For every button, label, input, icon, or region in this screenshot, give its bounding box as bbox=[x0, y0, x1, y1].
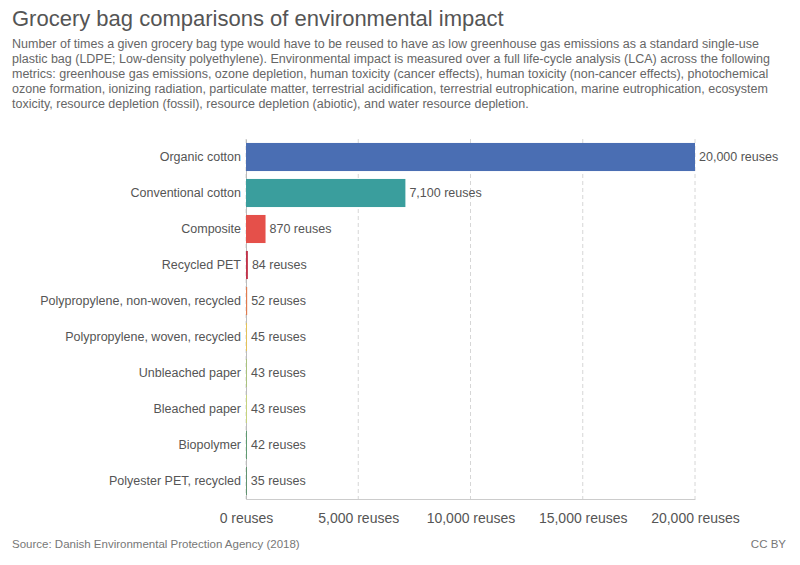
y-axis: Organic cotton Conventional cotton Composi… bbox=[40, 140, 246, 500]
category-label: Biopolymer bbox=[178, 438, 241, 452]
category-label: Organic cotton bbox=[160, 150, 241, 164]
x-tick-label: 0 reuses bbox=[220, 510, 274, 526]
data-label: 20,000 reuses bbox=[699, 150, 778, 164]
bars bbox=[246, 143, 695, 495]
data-label: 43 reuses bbox=[251, 402, 306, 416]
y-tick: Bleached paper bbox=[153, 402, 241, 416]
category-label: Polypropylene, non-woven, recycled bbox=[40, 294, 241, 308]
x-tick-label: 15,000 reuses bbox=[539, 510, 628, 526]
bar bbox=[246, 467, 247, 495]
chart-source: Source: Danish Environmental Protection … bbox=[12, 538, 300, 550]
grid-line bbox=[695, 139, 696, 499]
data-label: 870 reuses bbox=[270, 222, 332, 236]
y-tick: Conventional cotton bbox=[131, 186, 242, 200]
y-tick: Polypropylene, non-woven, recycled bbox=[40, 294, 241, 308]
category-label: Conventional cotton bbox=[131, 186, 242, 200]
bar bbox=[246, 395, 247, 423]
category-label: Composite bbox=[181, 222, 241, 236]
chart-subtitle: Number of times a given grocery bag type… bbox=[12, 37, 772, 112]
bar bbox=[246, 143, 695, 171]
x-tick-label: 20,000 reuses bbox=[651, 510, 740, 526]
y-tick: Polypropylene, woven, recycled bbox=[65, 330, 241, 344]
bar bbox=[246, 323, 247, 351]
x-tick: 10,000 reuses bbox=[427, 499, 516, 526]
grid bbox=[246, 139, 695, 499]
y-tick: Unbleached paper bbox=[139, 366, 241, 380]
x-axis-line bbox=[247, 499, 696, 500]
grid-line bbox=[582, 139, 583, 499]
bar bbox=[246, 359, 247, 387]
category-label: Bleached paper bbox=[153, 402, 241, 416]
data-label: 7,100 reuses bbox=[409, 186, 481, 200]
chart-title: Grocery bag comparisons of environmental… bbox=[12, 6, 504, 32]
y-tick: Composite bbox=[181, 222, 241, 236]
data-label: 84 reuses bbox=[252, 258, 307, 272]
data-label: 52 reuses bbox=[251, 294, 306, 308]
bar bbox=[246, 215, 266, 243]
x-axis: 0 reuses 5,000 reuses 10,000 reuses 15,000 … bbox=[220, 499, 740, 526]
x-tick: 15,000 reuses bbox=[539, 499, 628, 526]
y-tick: Recycled PET bbox=[162, 258, 242, 272]
bar bbox=[246, 179, 405, 207]
x-tick-label: 5,000 reuses bbox=[318, 510, 399, 526]
data-label: 45 reuses bbox=[251, 330, 306, 344]
y-tick: Biopolymer bbox=[178, 438, 241, 452]
bar bbox=[246, 287, 247, 315]
category-label: Unbleached paper bbox=[139, 366, 241, 380]
category-label: Recycled PET bbox=[162, 258, 242, 272]
y-tick: Polyester PET, recycled bbox=[109, 474, 241, 488]
x-tick: 20,000 reuses bbox=[651, 499, 740, 526]
bar bbox=[246, 251, 248, 279]
x-tick-label: 10,000 reuses bbox=[427, 510, 516, 526]
chart-svg: 0 reuses 5,000 reuses 10,000 reuses 15,000 … bbox=[0, 0, 800, 565]
category-label: Polyester PET, recycled bbox=[109, 474, 241, 488]
bar bbox=[246, 431, 247, 459]
chart-license: CC BY bbox=[751, 538, 786, 550]
data-label: 42 reuses bbox=[251, 438, 306, 452]
data-label: 35 reuses bbox=[251, 474, 306, 488]
category-label: Polypropylene, woven, recycled bbox=[65, 330, 241, 344]
data-labels: 20,000 reuses 7,100 reuses 870 reuses 84 re… bbox=[251, 150, 778, 488]
x-tick: 5,000 reuses bbox=[318, 499, 399, 526]
chart-container: Grocery bag comparisons of environmental… bbox=[0, 0, 800, 565]
x-tick: 0 reuses bbox=[220, 499, 274, 526]
y-tick: Organic cotton bbox=[160, 150, 241, 164]
data-label: 43 reuses bbox=[251, 366, 306, 380]
